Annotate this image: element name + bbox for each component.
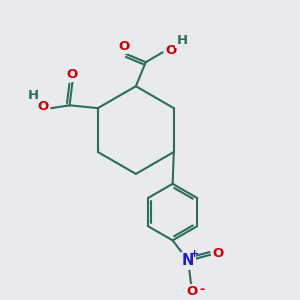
Text: H: H [28,89,39,102]
Text: O: O [186,285,197,298]
Text: O: O [166,44,177,57]
Text: +: + [190,249,200,259]
Text: -: - [199,283,204,296]
Text: O: O [212,248,223,260]
Text: O: O [118,40,130,53]
Text: O: O [37,100,48,113]
Text: O: O [67,68,78,81]
Text: H: H [176,34,188,47]
Text: N: N [182,253,194,268]
